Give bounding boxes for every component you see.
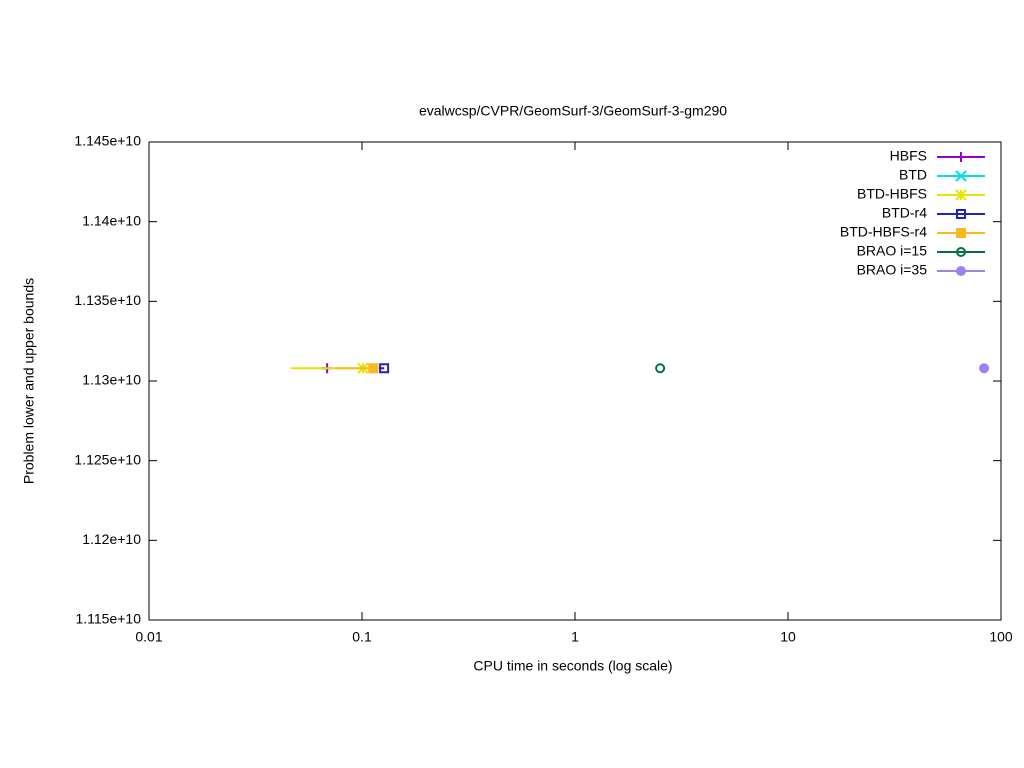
x-tick-label: 0.1	[352, 629, 372, 645]
legend-label: BTD-HBFS-r4	[840, 224, 927, 240]
x-tick-label: 10	[780, 629, 796, 645]
marker	[956, 247, 966, 257]
x-axis-label: CPU time in seconds (log scale)	[473, 658, 672, 674]
y-tick-label: 1.145e+10	[74, 133, 141, 149]
x-tick-label: 1	[571, 629, 579, 645]
marker	[955, 170, 967, 182]
marker	[955, 189, 967, 201]
legend-label: HBFS	[890, 148, 927, 164]
legend-label: BTD-r4	[882, 205, 927, 221]
marker	[979, 363, 990, 374]
x-tick-label: 100	[989, 629, 1013, 645]
y-tick-label: 1.14e+10	[82, 212, 141, 228]
marker	[368, 363, 379, 374]
y-tick-label: 1.12e+10	[82, 531, 141, 547]
marker	[655, 363, 666, 374]
chart-title: evalwcsp/CVPR/GeomSurf-3/GeomSurf-3-gm29…	[419, 103, 727, 119]
y-tick-label: 1.125e+10	[74, 451, 141, 467]
marker	[956, 266, 966, 276]
y-tick-label: 1.13e+10	[82, 372, 141, 388]
legend-label: BTD-HBFS	[857, 186, 927, 202]
y-tick-label: 1.135e+10	[74, 292, 141, 308]
marker	[956, 209, 966, 219]
marker	[379, 363, 390, 374]
legend-label: BTD	[899, 167, 927, 183]
marker	[956, 152, 966, 162]
y-axis-label: Problem lower and upper bounds	[21, 278, 37, 484]
x-tick-label: 0.01	[135, 629, 162, 645]
marker	[956, 228, 966, 238]
legend-label: BRAO i=15	[857, 243, 928, 259]
y-tick-label: 1.115e+10	[75, 611, 141, 627]
legend-label: BRAO i=35	[857, 262, 928, 278]
